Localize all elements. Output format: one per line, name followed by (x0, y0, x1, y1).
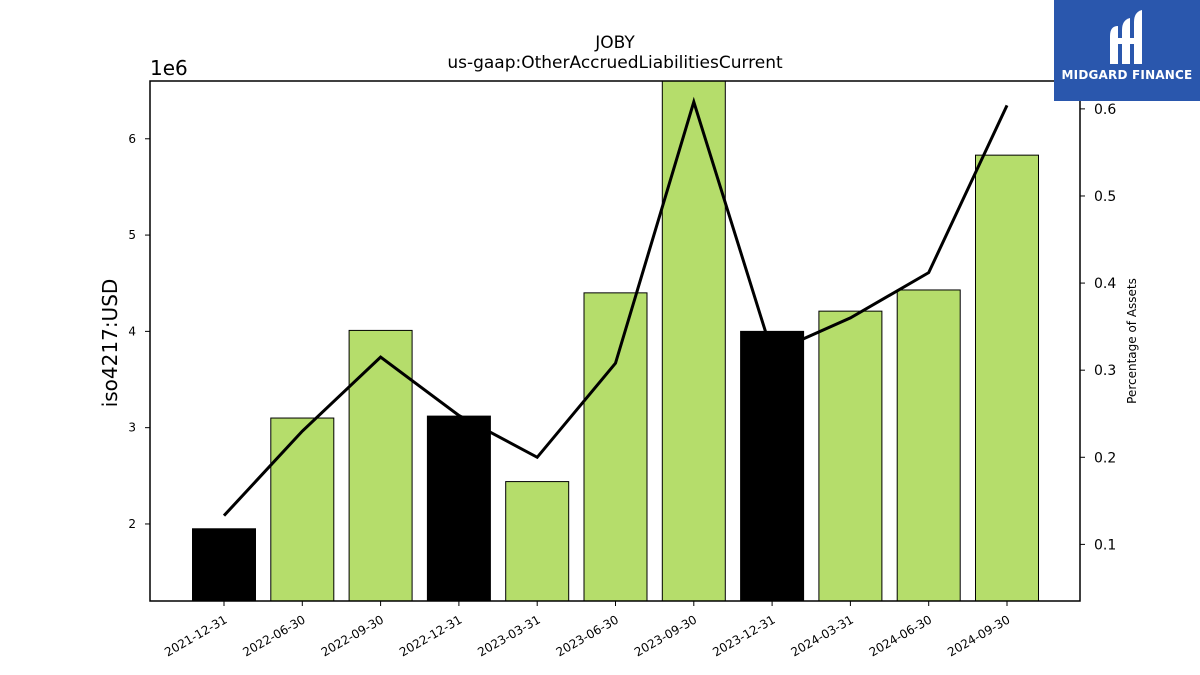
x-tick-label: 2021-12-31 (162, 612, 229, 659)
x-tick-label: 2024-03-31 (788, 612, 855, 659)
x-tick-label: 2023-03-31 (475, 612, 542, 659)
y2-tick-label: 0.6 (1094, 102, 1116, 118)
y-tick-label: 6 (128, 132, 136, 146)
bar-2023-12-31 (740, 330, 805, 602)
bar-2023-03-31 (505, 481, 570, 602)
chart-subtitle: us-gaap:OtherAccruedLiabilitiesCurrent (447, 53, 783, 73)
midgard-finance-logo: MIDGARD FINANCE (1054, 0, 1200, 101)
percentage-of-assets-line (222, 96, 1009, 517)
y2-tick-label: 0.3 (1094, 363, 1116, 379)
chart-title: JOBY (594, 33, 635, 53)
x-tick-label: 2023-12-31 (710, 612, 777, 659)
y2-axis-label: Percentage of Assets (1125, 278, 1139, 404)
y-tick-label: 2 (128, 517, 136, 531)
x-tick-label: 2024-06-30 (867, 612, 934, 659)
x-tick-label: 2022-09-30 (319, 612, 386, 659)
y-tick-label: 3 (128, 421, 136, 435)
y-offset-label: 1e6 (150, 56, 188, 80)
bar-2024-09-30 (975, 154, 1039, 602)
bar-2021-12-31 (192, 528, 256, 602)
y-tick-label: 4 (128, 324, 136, 338)
bar-2022-09-30 (348, 329, 413, 602)
y2-tick-label: 0.1 (1094, 537, 1116, 553)
bar-2022-06-30 (270, 417, 335, 602)
bar-2023-09-30 (661, 80, 726, 602)
bar-2024-06-30 (896, 289, 961, 602)
bar-2024-03-31 (818, 310, 883, 602)
x-tick-label: 2023-06-30 (554, 612, 621, 659)
bar-2023-06-30 (583, 292, 648, 602)
x-tick-label: 2024-09-30 (945, 612, 1012, 659)
x-tick-label: 2022-12-31 (397, 612, 464, 659)
bar-2022-12-31 (426, 415, 491, 602)
logo-text: MIDGARD FINANCE (1061, 68, 1193, 82)
x-tick-label: 2022-06-30 (240, 612, 307, 659)
y2-tick-label: 0.5 (1094, 189, 1116, 205)
x-tick-label: 2023-09-30 (632, 612, 699, 659)
y-axis-label: iso4217:USD (98, 279, 122, 408)
y-tick-label: 5 (128, 228, 136, 242)
y2-tick-label: 0.4 (1094, 276, 1116, 292)
y2-tick-label: 0.2 (1094, 450, 1116, 466)
midgard-logo-icon (1110, 10, 1142, 64)
